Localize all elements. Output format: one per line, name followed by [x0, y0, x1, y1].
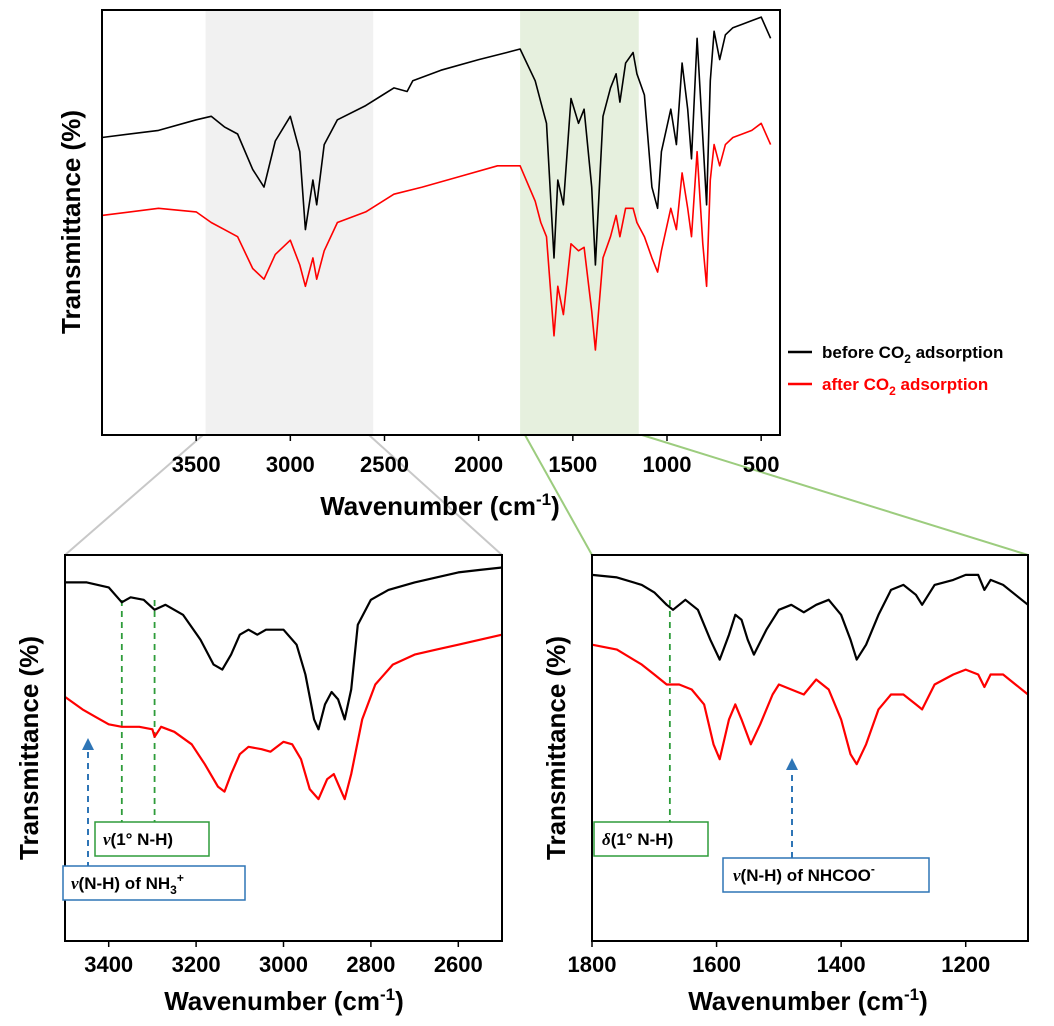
left-series-before-line	[65, 566, 503, 731]
zoom-panel-right: 1800 1600 1400 1200 Transmittance (%) Waven…	[541, 554, 1029, 1016]
zoom-panel-left: 3400 3200 3000 2800 2600 Transmittance (%) W…	[14, 554, 503, 1016]
right-x-tick-label-1: 1600	[692, 952, 741, 977]
annotation-box-nh-primary	[94, 821, 210, 857]
left-y-axis-label: Transmittance (%)	[14, 636, 44, 860]
arrow-nhcoo-head	[786, 758, 798, 770]
green-connector-left	[524, 434, 593, 556]
main-x-axis-label: Wavenumber (cm-1)	[320, 490, 560, 521]
right-x-tick-label-0: 1800	[568, 952, 617, 977]
legend: before CO2 adsorption after CO2 adsorpti…	[788, 343, 1003, 398]
main-plot-frame	[101, 9, 781, 436]
main-x-tick-label-3: 2000	[454, 452, 503, 477]
gray-connector-left	[64, 434, 204, 556]
right-plot-frame	[591, 554, 1029, 942]
main-x-tick-label-6: 500	[743, 452, 780, 477]
main-x-tick-label-5: 1000	[643, 452, 692, 477]
annotation-box-nh3	[62, 865, 246, 901]
annotation-box-nhcoo	[722, 857, 930, 893]
main-series-after-line	[101, 122, 772, 351]
main-y-axis-label: Transmittance (%)	[56, 110, 86, 334]
left-x-tick-label-0: 3400	[84, 952, 133, 977]
annotation-nhcoo: v(N-H) of NHCOO-	[733, 862, 875, 885]
main-x-tick-label-0: 3500	[172, 452, 221, 477]
left-x-axis-label: Wavenumber (cm-1)	[164, 985, 404, 1016]
legend-label-after: after CO2 adsorption	[822, 375, 988, 398]
right-x-tick-label-3: 1200	[941, 952, 990, 977]
legend-label-before: before CO2 adsorption	[822, 343, 1003, 366]
main-spectrum-panel: 3500 3000 2500 2000 1500 1000 500 Transmittanc…	[56, 9, 781, 521]
gray-connector-right	[368, 434, 503, 556]
main-x-tick-label-2: 2500	[360, 452, 409, 477]
left-x-tick-label-3: 2800	[346, 952, 395, 977]
annotation-box-delta-nh	[593, 821, 709, 857]
main-x-tick-label-4: 1500	[548, 452, 597, 477]
right-y-axis-label: Transmittance (%)	[541, 636, 571, 860]
left-x-tick-label-2: 3000	[259, 952, 308, 977]
right-x-tick-label-2: 1400	[817, 952, 866, 977]
left-series-after-line	[64, 633, 503, 801]
main-x-tick-label-1: 3000	[266, 452, 315, 477]
left-x-tick-label-4: 2600	[434, 952, 483, 977]
annotation-nh3: v(N-H) of NH3+	[71, 871, 184, 897]
annotation-nh-primary: v(1° N-H)	[103, 830, 173, 849]
right-series-after-line	[591, 643, 1029, 766]
arrow-nh3-head	[82, 738, 94, 750]
zoom-connectors	[64, 434, 1029, 556]
main-highlight-band-1	[520, 10, 639, 435]
main-series-before-line	[101, 16, 772, 266]
right-series-before-line	[591, 573, 1029, 661]
annotation-delta-nh: δ(1° N-H)	[602, 830, 673, 849]
green-connector-right	[641, 434, 1029, 556]
main-highlight-band-0	[205, 10, 374, 435]
right-x-axis-label: Wavenumber (cm-1)	[688, 985, 928, 1016]
left-x-tick-label-1: 3200	[172, 952, 221, 977]
